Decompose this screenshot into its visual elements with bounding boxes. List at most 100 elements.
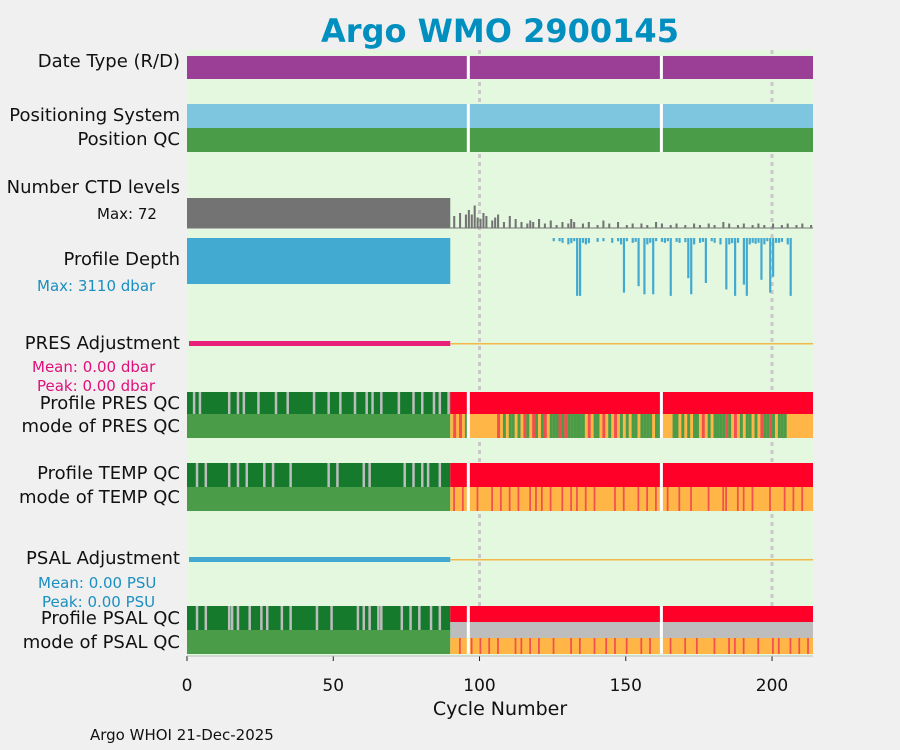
profile-depth-bar xyxy=(742,238,745,285)
mode-temp-qc-cell xyxy=(801,487,804,511)
profile-pres-qc-gap xyxy=(397,392,401,414)
profile-temp-qc-late xyxy=(450,463,813,487)
mode-pres-qc-cell xyxy=(555,414,559,438)
mode-psal-qc-cell xyxy=(734,638,736,654)
mode-pres-qc-cell xyxy=(526,414,530,438)
mode-temp-qc-cell xyxy=(707,487,710,511)
profile-pres-qc-gap xyxy=(274,392,278,414)
profile-depth-bar xyxy=(578,238,582,296)
profile-depth-bar xyxy=(754,238,757,244)
profile-pres-qc-gap xyxy=(286,392,289,414)
ctd-levels-bar xyxy=(795,225,798,228)
ctd-levels-bar xyxy=(549,220,552,228)
ctd-levels-bar xyxy=(608,223,611,228)
mode-pres-qc-cell xyxy=(649,414,653,438)
label-number-ctd-levels: Number CTD levels xyxy=(6,177,180,198)
mode-pres-qc-cell xyxy=(739,414,743,438)
ctd-levels-bar xyxy=(596,225,599,228)
profile-depth-bar xyxy=(687,238,690,279)
mode-temp-qc-early xyxy=(187,487,451,511)
profile-depth-bar xyxy=(690,238,693,295)
mode-pres-qc-cell xyxy=(508,414,512,438)
ctd-levels-bar xyxy=(587,222,590,228)
ctd-levels-bar xyxy=(532,222,535,228)
pres-adjustment-line-late xyxy=(450,343,813,345)
profile-psal-qc-gap xyxy=(236,606,240,630)
profile-psal-qc-gap xyxy=(260,606,263,630)
label-mode-temp-qc: mode of TEMP QC xyxy=(18,487,180,508)
missing-cycle-gap xyxy=(659,56,663,79)
profile-depth-bar xyxy=(675,238,678,242)
ctd-levels-bar xyxy=(502,222,505,228)
profile-depth-bar xyxy=(684,238,687,243)
mode-temp-qc-cell xyxy=(637,487,640,511)
profile-depth-bar xyxy=(576,238,579,296)
profile-depth-bar xyxy=(736,238,740,243)
mode-psal-qc-cell xyxy=(520,638,523,654)
mode-temp-qc-cell xyxy=(736,487,739,511)
missing-cycle-gap xyxy=(659,606,663,654)
mode-psal-qc-cell xyxy=(497,638,499,654)
ctd-levels-bar xyxy=(573,222,576,228)
profile-depth-bar xyxy=(561,238,564,243)
profile-psal-qc-gap xyxy=(368,606,371,630)
profile-psal-qc-gap xyxy=(409,606,412,630)
mode-pres-qc-cell xyxy=(576,414,579,438)
mode-psal-qc-cell xyxy=(459,638,461,654)
x-tick-label: 150 xyxy=(609,676,643,696)
mode-pres-qc-cell xyxy=(578,414,582,438)
mode-psal-qc-cell xyxy=(529,638,532,654)
profile-pres-qc-gap xyxy=(198,392,202,414)
profile-depth-bar xyxy=(617,238,620,242)
missing-cycle-gap xyxy=(466,606,470,654)
profile-depth-bar xyxy=(643,238,646,295)
mode-pres-qc-cell xyxy=(540,414,544,438)
profile-depth-bar xyxy=(619,238,623,245)
profile-psal-qc-gap xyxy=(227,606,231,630)
profile-depth-bar xyxy=(757,238,760,243)
mode-pres-qc-cell xyxy=(772,414,775,438)
mode-pres-qc-cell xyxy=(453,414,457,438)
label-profile-temp-qc: Profile TEMP QC xyxy=(37,463,180,484)
profile-temp-qc-early xyxy=(187,463,451,487)
profile-depth-bar xyxy=(772,238,775,277)
profile-pres-qc-early xyxy=(187,392,451,414)
profile-depth-bar xyxy=(634,238,637,242)
mode-temp-qc-cell xyxy=(690,487,692,511)
profile-psal-qc-gap xyxy=(230,606,234,630)
profile-temp-qc-gap xyxy=(362,463,366,487)
mode-pres-qc-cell xyxy=(657,414,661,438)
profile-depth-bar xyxy=(731,238,734,244)
profile-psal-qc-gap xyxy=(280,606,284,630)
mode-pres-qc-cell xyxy=(602,414,606,438)
mode-psal-qc-cell xyxy=(807,638,809,654)
profile-depth-bar xyxy=(763,238,766,245)
ctd-levels-bar xyxy=(514,219,517,228)
label-date-type: Date Type (R/D) xyxy=(37,51,180,72)
profile-pres-qc-gap xyxy=(257,392,260,414)
mode-pres-qc-cell xyxy=(754,414,758,438)
ctd-levels-bar xyxy=(473,205,476,228)
mode-temp-qc-cell xyxy=(769,487,771,511)
mode-pres-qc-cell xyxy=(459,414,462,438)
mode-pres-qc-cell xyxy=(672,414,676,438)
mode-psal-qc-cell xyxy=(649,638,651,654)
mode-pres-qc-cell xyxy=(558,414,562,438)
mode-pres-qc-cell xyxy=(713,414,717,438)
mode-pres-qc-cell xyxy=(535,414,539,438)
x-tick-label: 0 xyxy=(181,676,193,696)
label-profile-depth: Profile Depth xyxy=(63,249,180,270)
profile-temp-qc-gap xyxy=(412,463,415,487)
ctd-levels-bar xyxy=(625,225,628,228)
profile-psal-qc-gap xyxy=(418,606,421,630)
mode-temp-qc-cell xyxy=(622,487,625,511)
mode-pres-qc-cell xyxy=(634,414,638,438)
x-tick-label: 100 xyxy=(463,676,496,696)
profile-temp-qc-gap xyxy=(263,463,266,487)
ctd-levels-bar xyxy=(464,214,467,228)
mode-pres-qc-cell xyxy=(502,414,506,438)
profile-psal-qc-gap xyxy=(289,606,292,630)
mode-temp-qc-cell xyxy=(655,487,657,511)
profile-depth-bar xyxy=(777,238,781,243)
label-mode-pres-qc: mode of PRES QC xyxy=(21,416,180,437)
